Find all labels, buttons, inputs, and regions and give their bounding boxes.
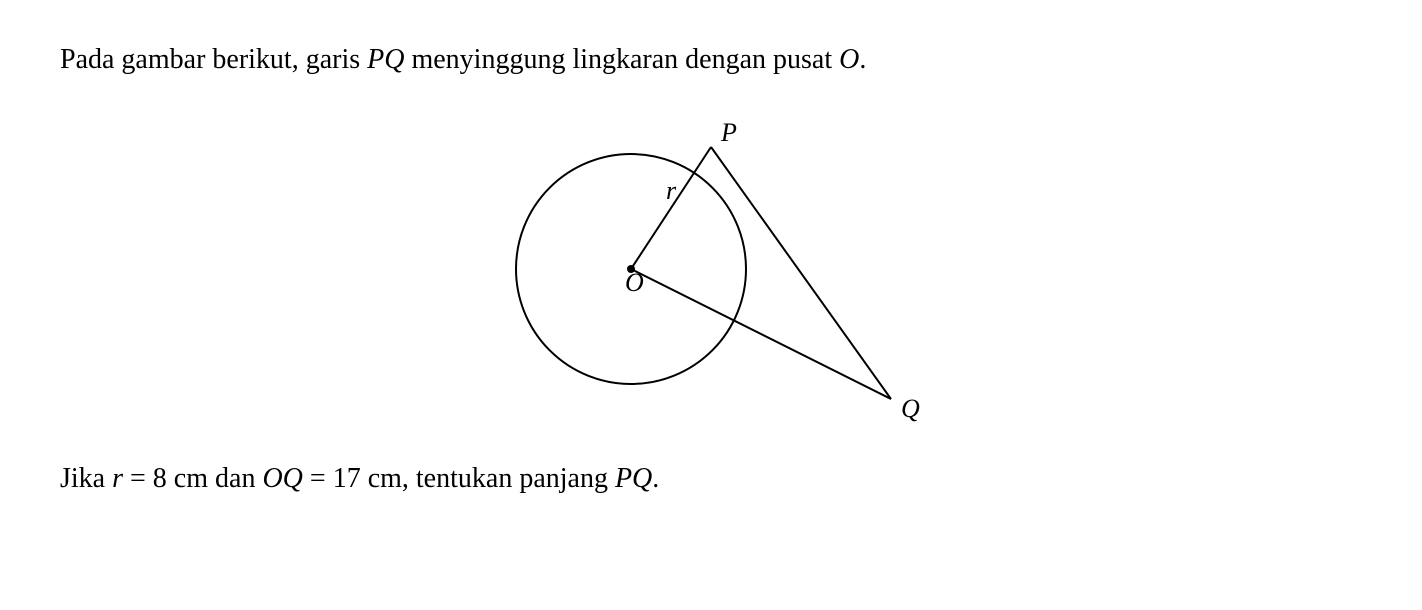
q-oq: OQ (262, 463, 302, 494)
q-pq: PQ (615, 463, 652, 494)
intro-text-3: . (859, 44, 866, 75)
svg-text:r: r (666, 176, 677, 205)
intro-text-1: Pada gambar berikut, garis (60, 44, 367, 75)
question-statement: Jika r = 8 cm dan OQ = 17 cm, tentukan p… (60, 459, 1362, 498)
intro-text-2: menyinggung lingkaran dengan pusat (404, 44, 839, 75)
svg-text:Q: Q (901, 394, 920, 423)
geometry-diagram: P O Qr (451, 99, 971, 439)
diagram-container: P O Qr (60, 99, 1362, 439)
q-part2: = 8 cm dan (123, 463, 262, 494)
svg-text:P: P (720, 118, 737, 147)
q-part4: . (652, 463, 659, 494)
q-r: r (112, 463, 123, 494)
svg-text:O: O (625, 268, 644, 297)
q-part1: Jika (60, 463, 112, 494)
line-pq: PQ (367, 44, 404, 75)
center-o: O (839, 44, 859, 75)
problem-statement: Pada gambar berikut, garis PQ menyinggun… (60, 40, 1362, 79)
q-part3: = 17 cm, tentukan panjang (303, 463, 615, 494)
